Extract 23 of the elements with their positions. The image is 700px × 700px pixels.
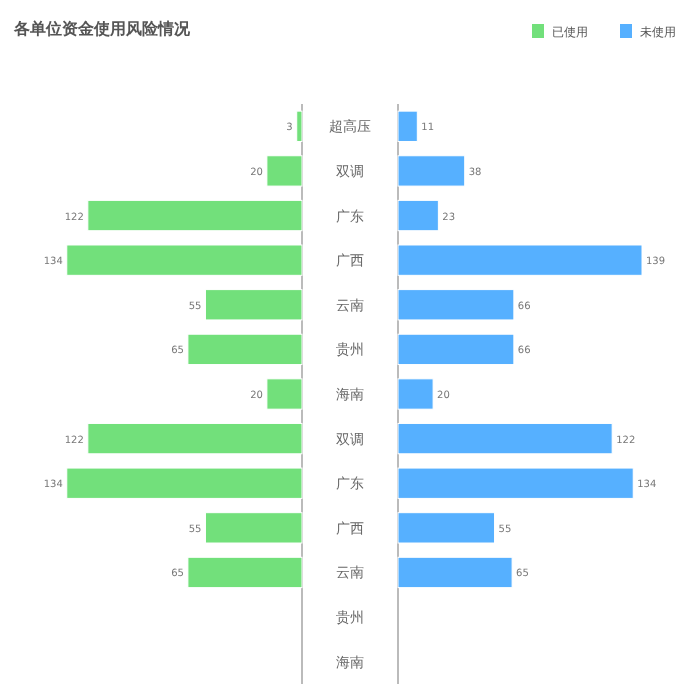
bar bbox=[397, 422, 613, 455]
bar bbox=[397, 244, 643, 276]
bar bbox=[266, 155, 303, 187]
bar bbox=[266, 378, 303, 410]
bar bbox=[397, 378, 434, 410]
bar bbox=[397, 512, 496, 544]
bar bbox=[66, 244, 303, 276]
bar bbox=[187, 333, 303, 366]
bar bbox=[397, 556, 513, 589]
bar bbox=[187, 556, 303, 589]
bar bbox=[397, 110, 418, 142]
bar bbox=[66, 467, 303, 499]
chart-title: 各单位资金使用风险情况 bbox=[12, 20, 192, 38]
bar bbox=[397, 467, 634, 499]
bar bbox=[397, 199, 439, 232]
bar bbox=[397, 289, 515, 321]
bar bbox=[87, 199, 303, 232]
bar bbox=[204, 289, 303, 321]
bar bbox=[397, 155, 466, 187]
bar bbox=[296, 110, 303, 142]
bar bbox=[87, 422, 303, 455]
bar bbox=[204, 512, 303, 544]
bar bbox=[397, 333, 515, 366]
